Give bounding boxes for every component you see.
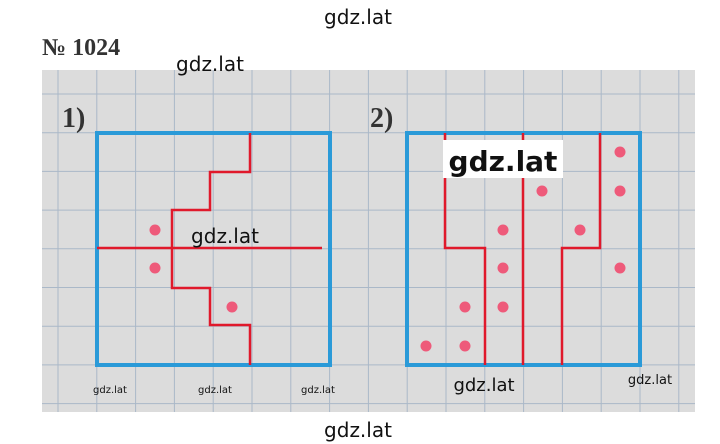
dot bbox=[536, 185, 548, 197]
watermark: gdz.lat bbox=[198, 385, 232, 396]
dot bbox=[497, 301, 509, 313]
dot bbox=[459, 301, 471, 313]
figure-label: 2) bbox=[370, 103, 393, 134]
watermark: gdz.lat bbox=[301, 385, 335, 396]
cut-line bbox=[560, 133, 602, 365]
dot bbox=[149, 262, 161, 274]
dot bbox=[574, 224, 586, 236]
watermark-bg bbox=[443, 140, 563, 178]
watermark: gdz.lat bbox=[191, 224, 259, 248]
dots bbox=[149, 146, 626, 352]
dot bbox=[497, 262, 509, 274]
cut-line bbox=[443, 133, 487, 365]
watermark: gdz.lat bbox=[324, 418, 392, 442]
dot bbox=[459, 340, 471, 352]
watermark: gdz.lat bbox=[628, 373, 672, 388]
dot bbox=[149, 224, 161, 236]
dot bbox=[420, 340, 432, 352]
dot bbox=[614, 185, 626, 197]
dot bbox=[614, 262, 626, 274]
watermark: gdz.lat bbox=[93, 385, 127, 396]
watermark: gdz.lat bbox=[449, 145, 558, 178]
watermark: gdz.lat bbox=[453, 375, 514, 396]
figure-label: 1) bbox=[62, 103, 85, 134]
dot bbox=[497, 224, 509, 236]
watermark: gdz.lat bbox=[324, 5, 392, 29]
dot bbox=[614, 146, 626, 158]
watermark: gdz.lat bbox=[176, 52, 244, 76]
title: № 1024 bbox=[42, 35, 120, 61]
dot bbox=[226, 301, 238, 313]
